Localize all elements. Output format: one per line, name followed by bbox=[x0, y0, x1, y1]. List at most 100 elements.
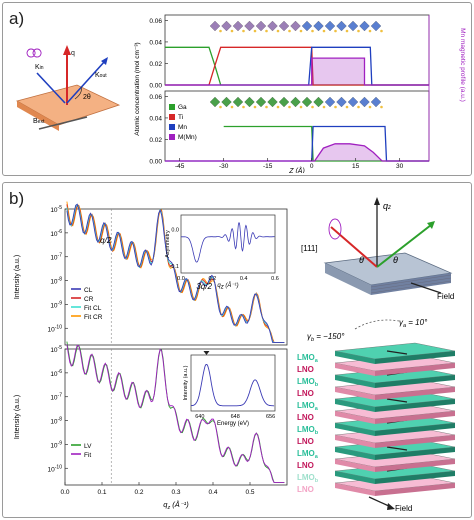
lattice-atom bbox=[242, 29, 245, 33]
field-arrow bbox=[368, 496, 392, 508]
lattice-octahedron bbox=[232, 96, 244, 108]
lattice-atom bbox=[265, 29, 268, 33]
y-tick-label: 10-5 bbox=[50, 205, 62, 214]
y-tick-label: 10-6 bbox=[50, 229, 62, 238]
lattice-octahedron bbox=[267, 96, 278, 108]
film-line bbox=[370, 280, 452, 294]
field-arrow bbox=[410, 282, 442, 294]
y-tick-label: 10-10 bbox=[48, 464, 63, 473]
film-front bbox=[325, 263, 371, 295]
qz-label: q bbox=[383, 201, 388, 211]
inset-x-tick-label: 0.4 bbox=[240, 276, 248, 282]
lattice-atom bbox=[380, 29, 383, 33]
lattice-octahedron bbox=[301, 20, 313, 32]
layer-stack: γa = 10°γb = −150°LNOLMObLNOLMOaLNOLMObL… bbox=[297, 318, 456, 513]
lattice-atom bbox=[311, 29, 314, 33]
lattice-atom bbox=[276, 105, 280, 109]
series-fill bbox=[165, 58, 429, 85]
legend-label: Mn bbox=[178, 124, 187, 131]
lattice-octahedron bbox=[336, 96, 347, 108]
lattice-octahedron bbox=[290, 96, 301, 108]
lattice-atom bbox=[288, 29, 291, 33]
svg-text:Kin: Kin bbox=[35, 64, 44, 71]
data-series-line bbox=[66, 203, 285, 344]
inset-x-tick-label: 648 bbox=[231, 414, 240, 420]
lattice-atom bbox=[357, 105, 360, 109]
two-theta-arc bbox=[74, 86, 82, 100]
polarization-icon bbox=[328, 218, 342, 240]
theta-out-label: θ bbox=[393, 255, 398, 265]
layer-label: LMOa bbox=[297, 449, 319, 460]
x-tick-label: 0.0 bbox=[60, 489, 69, 496]
lattice-octahedron bbox=[359, 96, 370, 108]
film-line bbox=[370, 277, 452, 291]
layer-side bbox=[375, 483, 455, 496]
x-axis-label: Z (Å) bbox=[288, 166, 305, 173]
lattice-octahedron bbox=[324, 20, 336, 32]
reflected-arrowhead bbox=[427, 221, 435, 229]
lattice-atom bbox=[276, 29, 280, 33]
layer-front bbox=[335, 435, 375, 448]
field-label-top: Field bbox=[437, 292, 454, 301]
layer-side bbox=[375, 399, 455, 412]
layer-side bbox=[375, 447, 455, 460]
k-out-arrow bbox=[66, 60, 106, 104]
legend-label: Ga bbox=[178, 104, 187, 111]
lattice-octahedron bbox=[244, 20, 255, 32]
legend-label: Fit CL bbox=[84, 305, 102, 312]
lattice-octahedron bbox=[209, 96, 221, 108]
qz-arrowhead bbox=[374, 197, 380, 205]
x-tick-label: 0.1 bbox=[97, 489, 106, 496]
panel-b: b) 10-10 10-9 10-8 10-7 10-6 10-5 Intensity (a… bbox=[2, 182, 472, 518]
lattice-atom bbox=[219, 29, 222, 33]
lattice-octahedron bbox=[359, 20, 370, 32]
lattice-octahedron bbox=[290, 20, 301, 32]
layer-label: LMOa bbox=[297, 353, 319, 364]
layer-side bbox=[375, 459, 455, 472]
y-tick-label: 0.04 bbox=[149, 115, 162, 122]
y-tick-label: 10-9 bbox=[50, 440, 62, 449]
x-tick-label: 0.4 bbox=[208, 489, 217, 496]
x-tick-label: 30 bbox=[396, 163, 404, 170]
lattice-atom bbox=[322, 105, 326, 109]
plane-label: [111] bbox=[301, 244, 318, 253]
sample-slab-side bbox=[17, 101, 59, 131]
y-tick-label: 0.06 bbox=[149, 18, 162, 25]
spin-arrow bbox=[386, 350, 408, 355]
inset-series-line bbox=[190, 363, 275, 407]
layer-front bbox=[335, 423, 375, 436]
legend-swatch bbox=[169, 124, 175, 130]
svg-text:q: q bbox=[71, 50, 75, 57]
lattice-octahedron bbox=[221, 96, 232, 108]
layer-side bbox=[375, 411, 455, 424]
y-axis-label: Intensity (a.u.) bbox=[14, 255, 21, 299]
lattice-atom bbox=[230, 105, 234, 109]
layer-label: LMOb bbox=[297, 425, 319, 436]
lattice-octahedron bbox=[209, 20, 221, 32]
layer-label: LNO bbox=[297, 365, 314, 374]
series-line bbox=[165, 143, 429, 162]
inset-frame bbox=[190, 354, 276, 412]
lattice-atom bbox=[345, 29, 349, 33]
legend-label: CL bbox=[84, 287, 93, 294]
lattice-octahedron bbox=[244, 96, 255, 108]
spin-arrow bbox=[386, 446, 408, 451]
y-tick-label: 10-6 bbox=[50, 369, 62, 378]
inset-x-label: Energy (eV) bbox=[217, 421, 249, 427]
inset-y-tick-label: 0.0 bbox=[171, 228, 179, 234]
k-in-label: K bbox=[35, 64, 40, 71]
b-label: B bbox=[33, 118, 38, 125]
x-tick-label: -45 bbox=[175, 163, 185, 170]
lattice-atom bbox=[253, 105, 257, 109]
q-arrowhead bbox=[63, 45, 71, 55]
y-tick-label: 10-5 bbox=[50, 345, 62, 354]
annotation-3q-half: 3q/2 bbox=[196, 282, 212, 291]
gamma-arc bbox=[354, 319, 400, 330]
lattice-octahedron bbox=[347, 96, 359, 108]
lattice-atom bbox=[368, 105, 372, 109]
lattice-atom bbox=[380, 105, 383, 109]
lattice-octahedron bbox=[267, 20, 278, 32]
y-tick-label: 10-9 bbox=[50, 300, 62, 309]
lattice-atom bbox=[299, 29, 303, 33]
y-tick-label: 10-10 bbox=[48, 324, 63, 333]
